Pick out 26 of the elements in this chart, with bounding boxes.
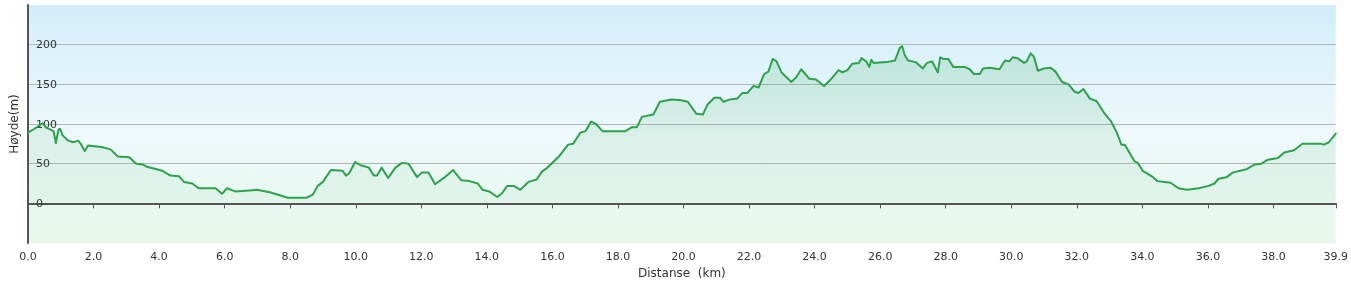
x-tick-label: 32.0	[1064, 250, 1090, 263]
x-tick-label: 38.0	[1261, 250, 1286, 263]
x-tick-label: 4.0	[150, 250, 168, 263]
x-tick-label: 39.9	[1323, 250, 1348, 263]
x-tick-label: 20.0	[671, 250, 696, 263]
x-tick-label: 30.0	[999, 250, 1024, 263]
x-tick-label: 22.0	[736, 250, 762, 263]
y-tick-label: 150	[36, 77, 57, 91]
x-tick-label: 2.0	[84, 250, 103, 263]
x-tick-label: 0.0	[19, 250, 37, 263]
x-tick-label: 26.0	[867, 250, 893, 263]
x-tick-label: 28.0	[933, 250, 958, 263]
y-axis-title: Høyde(m)	[7, 94, 21, 154]
x-tick-label: 18.0	[605, 250, 631, 263]
y-tick-label: 50	[36, 157, 50, 171]
x-tick-label: 12.0	[409, 250, 434, 263]
x-axis-title: Distanse (km)	[637, 266, 726, 280]
y-tick-label: 200	[36, 38, 57, 52]
x-tick-label: 8.0	[281, 250, 299, 263]
x-tick-label: 10.0	[343, 250, 369, 263]
x-tick-label: 16.0	[540, 250, 565, 263]
x-tick-label: 24.0	[802, 250, 827, 263]
x-tick-label: 6.0	[215, 250, 234, 263]
x-tick-label: 34.0	[1130, 250, 1155, 263]
x-tick-label: 14.0	[474, 250, 500, 263]
x-tick-label: 36.0	[1195, 250, 1221, 263]
